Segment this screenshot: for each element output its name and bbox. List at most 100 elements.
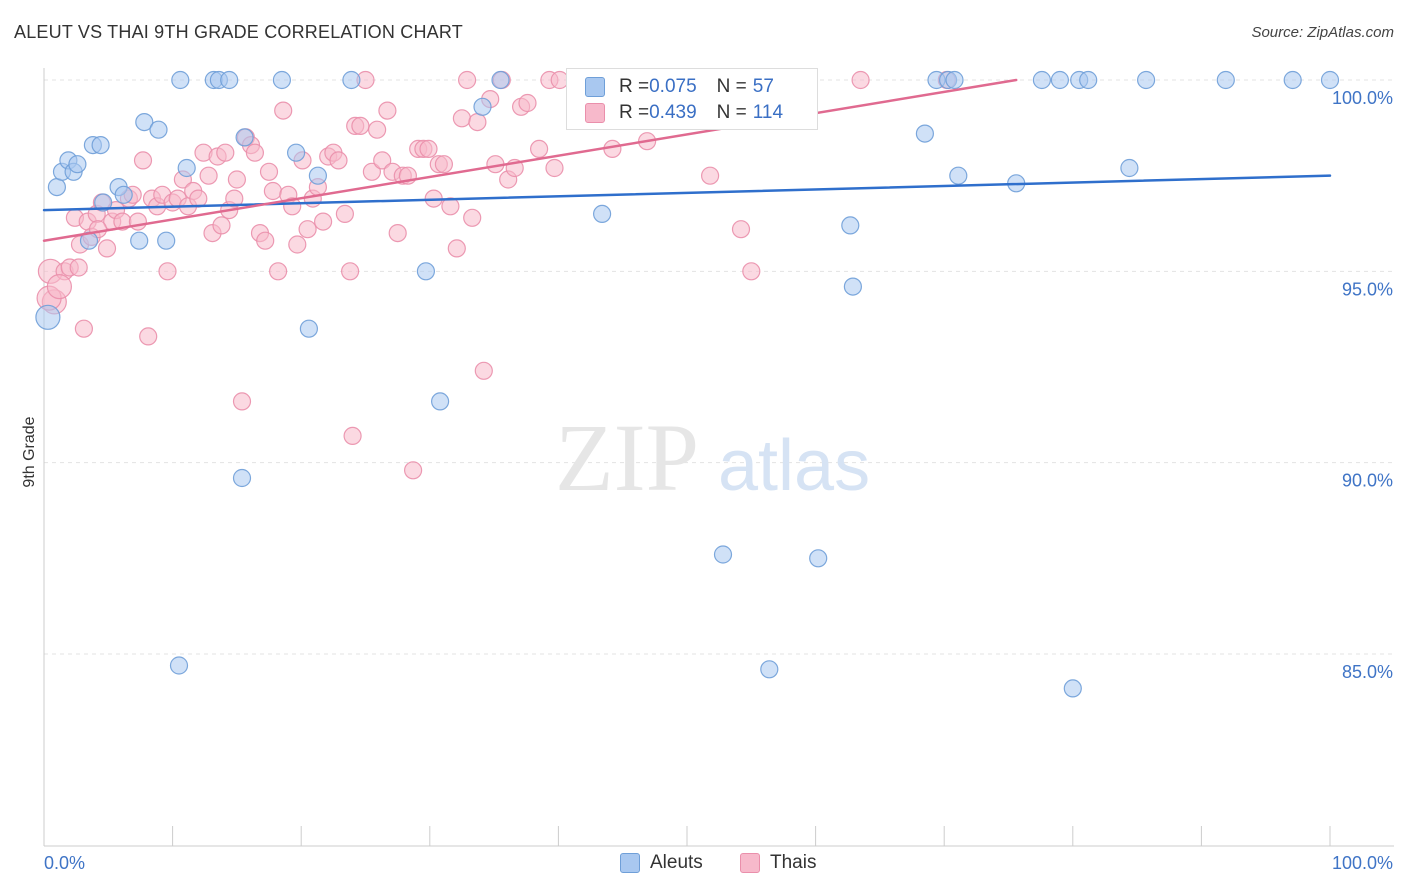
aleuts-point — [1283, 70, 1302, 90]
thais-point — [263, 181, 282, 201]
thais-point — [388, 224, 407, 243]
thais-legend-swatch — [740, 853, 760, 873]
aleuts-point — [949, 166, 968, 185]
aleuts-point — [416, 262, 435, 281]
thais-point — [378, 101, 397, 120]
thais-point — [314, 212, 333, 231]
thais-point — [362, 162, 381, 181]
aleuts-r-value: 0.075 — [649, 76, 697, 97]
watermark-atlas: atlas — [718, 426, 870, 506]
y-tick-label: 85.0% — [1342, 662, 1393, 682]
thais-point — [269, 262, 288, 281]
aleuts-point — [68, 155, 87, 174]
thais-point — [529, 139, 549, 158]
thais-point — [373, 151, 392, 170]
x-tick-label: 100.0% — [1332, 853, 1393, 873]
aleuts-point — [235, 128, 254, 147]
aleuts-point — [130, 231, 149, 250]
aleuts-n-value: 57 — [752, 76, 774, 97]
aleuts-point — [342, 70, 361, 90]
thais-point — [368, 120, 387, 139]
thais-legend-label: Thais — [770, 852, 817, 873]
thais-point — [731, 220, 751, 239]
y-axis-label: 9th Grade — [21, 416, 38, 487]
aleuts-legend-label: Aleuts — [650, 852, 703, 873]
thais-n-label: N = — [716, 102, 747, 123]
thais-points — [36, 70, 956, 480]
aleuts-point — [945, 70, 964, 90]
thais-point — [69, 258, 88, 277]
thais-point — [199, 166, 218, 185]
aleuts-point — [171, 70, 190, 90]
aleuts-point — [841, 216, 860, 235]
thais-point — [329, 151, 348, 170]
legend-item-thais[interactable]: Thais — [740, 852, 816, 874]
thais-point — [245, 143, 264, 162]
thais-point — [259, 162, 279, 181]
aleuts-point — [1320, 70, 1340, 90]
thais-point — [335, 204, 354, 223]
legend-item-aleuts[interactable]: Aleuts — [620, 852, 703, 874]
aleuts-point — [915, 124, 935, 143]
aleuts-point — [1050, 70, 1070, 90]
thais-point — [139, 327, 158, 346]
aleuts-point — [713, 545, 733, 564]
thais-point — [133, 151, 153, 170]
thais-point — [518, 93, 537, 113]
stats-legend: R = 0.075 N = 57 R = 0.439 N = 114 — [566, 68, 818, 130]
aleuts-point — [431, 392, 450, 411]
aleuts-point — [473, 97, 492, 116]
aleuts-point — [91, 136, 110, 155]
aleuts-points — [35, 70, 1340, 698]
aleuts-swatch — [585, 77, 605, 97]
thais-point — [441, 197, 460, 216]
y-tick-label: 95.0% — [1342, 279, 1393, 299]
thais-point — [404, 461, 423, 480]
thais-point — [225, 189, 244, 208]
aleuts-point — [35, 304, 61, 330]
aleuts-point — [1120, 158, 1139, 178]
aleuts-point — [760, 660, 779, 679]
aleuts-point — [592, 204, 612, 223]
thais-point — [452, 109, 471, 128]
y-tick-label: 90.0% — [1342, 471, 1393, 491]
aleuts-point — [157, 231, 176, 250]
aleuts-point — [491, 70, 510, 90]
aleuts-point — [169, 656, 189, 675]
thais-point — [474, 361, 493, 380]
aleuts-point — [177, 158, 196, 178]
thais-point — [158, 262, 177, 281]
axes — [43, 68, 1394, 847]
aleuts-point — [114, 185, 133, 204]
thais-point — [46, 274, 73, 300]
x-tick-label: 0.0% — [44, 853, 85, 873]
chart-title: ALEUT VS THAI 9TH GRADE CORRELATION CHAR… — [14, 22, 463, 42]
gridlines — [44, 79, 1394, 655]
thais-point — [434, 155, 453, 174]
aleuts-point — [308, 166, 327, 185]
thais-point — [742, 262, 761, 281]
bottom-legend: Aleuts Thais — [0, 852, 1406, 878]
thais-point — [419, 139, 438, 158]
thais-point — [851, 70, 870, 90]
thais-point — [447, 239, 466, 258]
aleuts-point — [809, 549, 828, 568]
thais-point — [351, 116, 370, 136]
aleuts-point — [1136, 70, 1156, 90]
thais-point — [458, 70, 477, 90]
thais-r-label: R = — [619, 102, 650, 123]
aleuts-point — [287, 143, 306, 162]
aleuts-point — [272, 70, 291, 90]
aleuts-point — [1216, 70, 1235, 90]
thais-n-value: 114 — [752, 102, 784, 123]
watermark: ZIP atlas — [555, 404, 870, 511]
aleuts-point — [135, 112, 154, 132]
thais-point — [128, 212, 147, 231]
thais-point — [343, 426, 362, 445]
thais-point — [274, 101, 293, 120]
thais-point — [232, 392, 252, 411]
y-tick-label: 100.0% — [1332, 88, 1393, 108]
thais-point — [256, 231, 275, 250]
thais-point — [700, 166, 720, 185]
aleuts-point — [843, 277, 863, 296]
